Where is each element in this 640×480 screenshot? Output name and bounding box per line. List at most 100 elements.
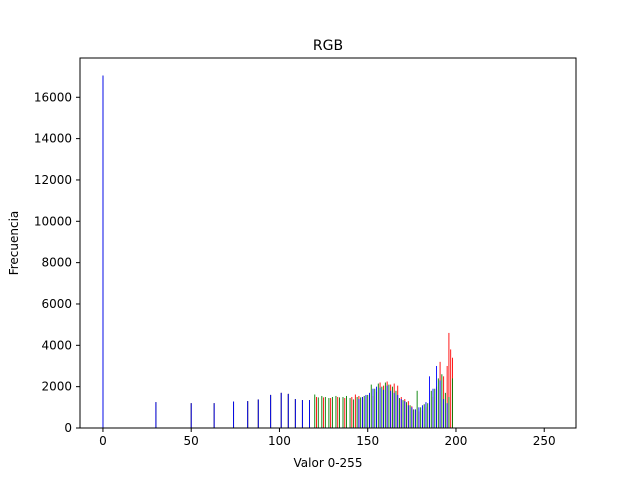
bar-series-2-x-0 [102, 75, 104, 428]
bar-series-0-x-197 [450, 349, 452, 428]
bar-series-2-x-95 [270, 394, 272, 428]
bar-series-2-x-63 [213, 403, 215, 428]
y-tick-label: 10000 [34, 214, 72, 228]
bar-series-0-x-196 [448, 332, 450, 428]
bar-series-2-x-167 [397, 394, 399, 428]
bar-series-2-x-50 [190, 403, 192, 428]
bar-series-1-x-126 [324, 396, 326, 428]
bar-series-1-x-178 [416, 390, 418, 428]
bar-series-2-x-151 [369, 392, 370, 428]
bar-series-1-x-186 [430, 390, 432, 428]
x-tick-label: 250 [533, 434, 556, 448]
bar-series-0-x-143 [354, 394, 356, 428]
bar-series-1-x-172 [406, 402, 407, 428]
bar-series-1-x-158 [381, 386, 383, 428]
bar-series-1-x-128 [328, 398, 330, 428]
bar-series-2-x-169 [400, 399, 402, 428]
bar-series-2-x-165 [393, 392, 395, 428]
bar-series-1-x-136 [342, 396, 344, 428]
bar-series-2-x-177 [414, 409, 416, 428]
bar-series-2-x-157 [379, 387, 381, 428]
bar-series-1-x-196 [448, 396, 450, 428]
bar-series-2-x-195 [446, 403, 448, 428]
bar-series-1-x-146 [360, 397, 362, 428]
bar-series-2-x-113 [301, 400, 303, 428]
bar-series-2-x-147 [361, 396, 363, 428]
bar-series-2-x-105 [287, 393, 289, 428]
bar-series-1-x-156 [377, 383, 379, 428]
chart-title: RGB [313, 38, 343, 54]
bar-series-1-x-124 [321, 395, 323, 428]
bar-series-2-x-82 [247, 401, 249, 428]
bar-series-2-x-179 [418, 407, 420, 428]
y-axis-ticks: 0 2000 4000 6000 8000 10000 12000 14000 16000 [34, 90, 80, 435]
bar-series-2-x-183 [425, 402, 427, 428]
bar-series-1-x-154 [374, 388, 376, 428]
bar-series-1-x-130 [331, 396, 333, 428]
bar-series-2-x-173 [407, 405, 409, 428]
bar-series-0-x-137 [344, 398, 346, 428]
y-tick-label: 6000 [41, 297, 72, 311]
bar-series-1-x-192 [441, 374, 443, 428]
x-tick-label: 100 [268, 434, 291, 448]
bar-series-1-x-182 [423, 404, 425, 428]
bar-series-1-x-132 [335, 395, 337, 428]
bar-series-2-x-161 [386, 385, 388, 428]
bar-series-1-x-198 [451, 378, 453, 428]
bar-series-1-x-134 [339, 397, 340, 428]
x-tick-label: 200 [445, 434, 468, 448]
bar-series-0-x-195 [446, 365, 448, 428]
bar-series-2-x-193 [443, 399, 445, 428]
bar-series-1-x-170 [402, 400, 404, 428]
bar-series-2-x-187 [432, 388, 434, 428]
y-axis-label: Frecuencia [7, 211, 21, 276]
y-tick-label: 4000 [41, 338, 72, 352]
bar-series-0-x-121 [316, 396, 317, 428]
plot-frame [79, 57, 577, 429]
x-axis-label: Valor 0-255 [294, 456, 363, 470]
bar-series-1-x-180 [420, 407, 422, 428]
bar-series-1-x-164 [391, 386, 393, 428]
bar-series-1-x-174 [409, 405, 411, 428]
bar-series-1-x-190 [437, 378, 439, 428]
bar-series-2-x-101 [280, 392, 282, 428]
x-axis-ticks: 0 50 100 150 200 250 [99, 428, 556, 448]
bar-series-2-x-149 [365, 394, 367, 428]
bar-series-1-x-162 [388, 384, 390, 428]
bar-series-1-x-122 [317, 397, 319, 428]
bar-series-2-x-181 [421, 405, 423, 428]
y-tick-label: 12000 [34, 173, 72, 187]
bar-series-2-x-145 [358, 399, 360, 428]
bar-series-2-x-155 [376, 386, 377, 428]
bar-series-2-x-163 [390, 390, 392, 428]
bar-series-2-x-185 [429, 376, 430, 428]
bar-series-0-x-141 [351, 396, 353, 428]
bar-series-2-x-191 [439, 380, 441, 428]
bar-series-2-x-117 [309, 400, 310, 428]
bar-series-1-x-160 [384, 382, 386, 428]
bar-series-1-x-152 [370, 384, 372, 428]
x-tick-label: 150 [356, 434, 379, 448]
bar-series-2-x-189 [436, 365, 438, 428]
bar-series-2-x-88 [257, 399, 259, 428]
bar-series-1-x-142 [353, 399, 355, 428]
y-tick-label: 8000 [41, 256, 72, 270]
bars-layer [102, 75, 453, 428]
bar-series-1-x-148 [363, 395, 365, 428]
bar-series-2-x-74 [233, 401, 235, 428]
bar-series-1-x-120 [314, 394, 316, 428]
bar-series-2-x-175 [411, 407, 413, 428]
bar-series-1-x-144 [356, 396, 358, 428]
bar-series-1-x-150 [367, 394, 369, 428]
bar-series-1-x-166 [395, 390, 397, 428]
bar-series-2-x-109 [294, 399, 296, 428]
x-tick-label: 0 [99, 434, 107, 448]
bar-series-1-x-184 [427, 403, 429, 428]
y-tick-label: 16000 [34, 90, 72, 104]
bar-series-0-x-129 [330, 398, 332, 428]
bar-series-2-x-30 [155, 402, 157, 428]
bar-series-0-x-133 [337, 396, 339, 428]
bar-series-2-x-171 [404, 401, 406, 428]
bar-series-1-x-168 [399, 398, 400, 428]
